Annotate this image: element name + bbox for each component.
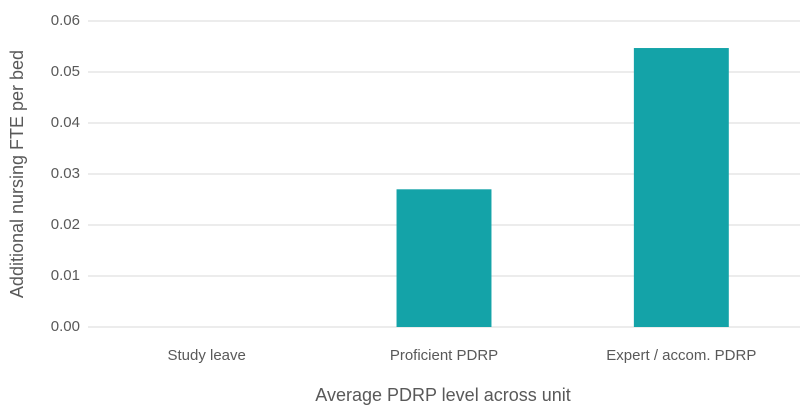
y-tick-label: 0.02 bbox=[51, 216, 80, 233]
x-tick-label: Proficient PDRP bbox=[390, 347, 498, 364]
y-tick-label: 0.04 bbox=[51, 114, 80, 131]
bar bbox=[396, 189, 492, 327]
y-axis-title: Additional nursing FTE per bed bbox=[7, 50, 27, 298]
x-axis-title: Average PDRP level across unit bbox=[315, 385, 570, 405]
y-tick-label: 0.00 bbox=[51, 318, 80, 335]
y-tick-label: 0.03 bbox=[51, 165, 80, 182]
y-tick-label: 0.05 bbox=[51, 63, 80, 80]
y-tick-label: 0.06 bbox=[51, 12, 80, 29]
y-tick-label: 0.01 bbox=[51, 267, 80, 284]
x-tick-label: Study leave bbox=[167, 347, 245, 364]
bar bbox=[633, 48, 729, 327]
x-tick-label: Expert / accom. PDRP bbox=[606, 347, 756, 364]
